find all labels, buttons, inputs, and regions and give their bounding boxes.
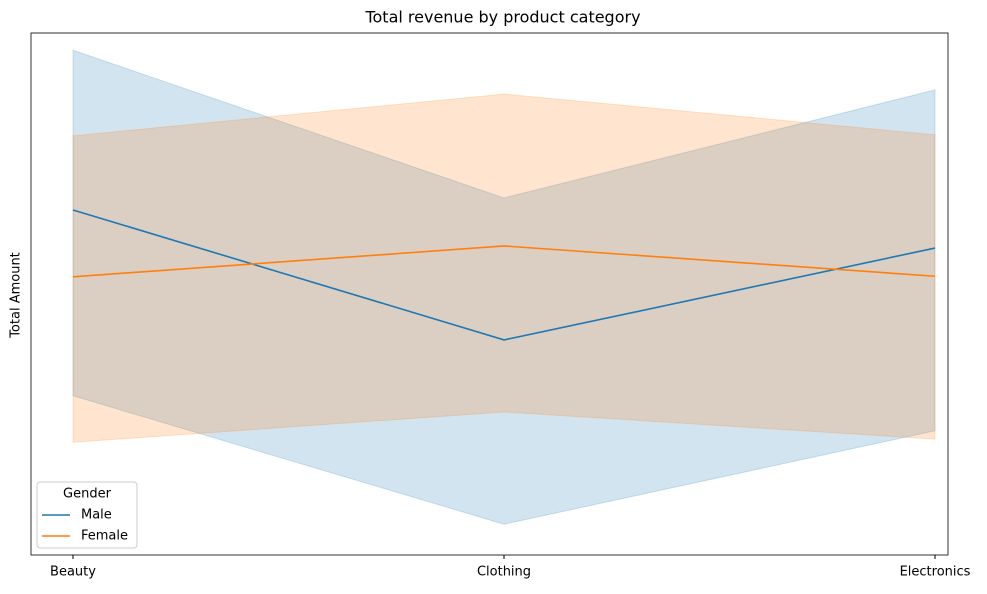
legend-label: Male xyxy=(81,508,112,523)
legend-label: Female xyxy=(81,529,128,544)
legend-box xyxy=(36,481,138,549)
y-axis-label: Total Amount xyxy=(9,252,24,339)
line xyxy=(72,245,936,278)
confidence-band xyxy=(72,49,936,525)
legend-title: Gender xyxy=(63,487,112,502)
confidence-band xyxy=(72,93,936,443)
x-tick-label: Electronics xyxy=(900,565,971,580)
line xyxy=(72,209,936,341)
chart-title: Total revenue by product category xyxy=(364,8,640,27)
x-tick-label: Clothing xyxy=(477,565,531,580)
plot-frame xyxy=(30,32,949,556)
x-tick-label: Beauty xyxy=(50,565,96,580)
